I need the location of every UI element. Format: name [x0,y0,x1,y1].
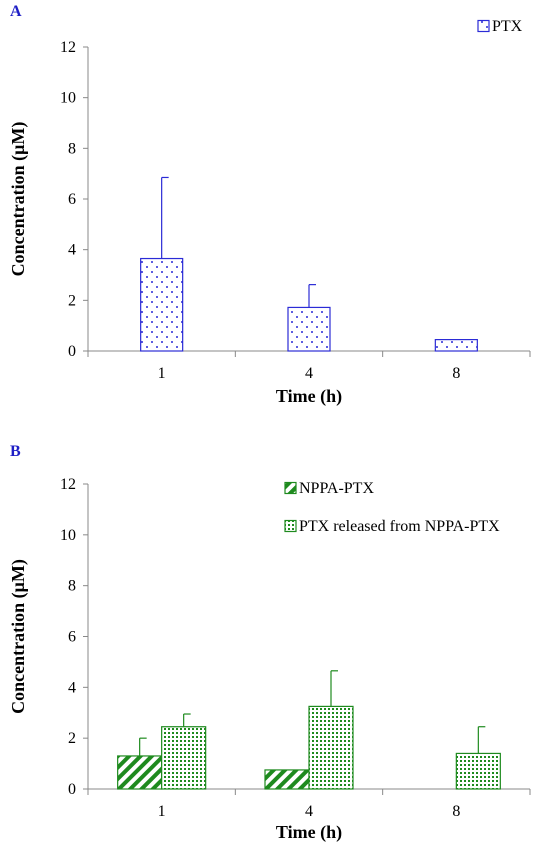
legend-label: PTX [492,18,523,35]
y-tick-label: 8 [68,578,76,595]
bar [117,755,163,790]
bar [455,752,501,790]
y-tick-label: 4 [68,679,76,696]
y-axis-title: Concentration (μM) [8,122,29,277]
legend-swatch [477,19,490,33]
y-tick-label: 10 [60,527,76,544]
panel-label: A [10,3,22,20]
y-tick-label: 2 [68,730,76,747]
y-tick-label: 2 [68,292,76,309]
y-tick-label: 12 [60,476,76,493]
y-tick-label: 8 [68,140,76,157]
y-tick-label: 12 [60,39,76,56]
y-tick-label: 10 [60,90,76,107]
y-tick-label: 6 [68,629,76,646]
y-tick-label: 0 [68,781,76,798]
legend-swatch [284,519,297,533]
bar [161,726,207,790]
legend-swatch [284,481,297,495]
bar [140,257,184,352]
y-tick-label: 0 [68,343,76,360]
y-tick-label: 4 [68,242,76,259]
x-tick-label: 4 [305,365,313,382]
x-tick-label: 4 [305,803,313,820]
bar [287,306,331,352]
y-axis-title: Concentration (μM) [8,559,29,714]
legend-label: NPPA-PTX [299,480,374,497]
x-tick-label: 1 [158,803,166,820]
bar [308,705,354,790]
bar [434,339,478,352]
x-tick-label: 8 [452,803,460,820]
x-tick-label: 8 [452,365,460,382]
x-tick-label: 1 [158,365,166,382]
bar [264,769,310,790]
x-axis-title: Time (h) [276,386,342,407]
legend-label: PTX released from NPPA-PTX [299,518,500,535]
y-tick-label: 6 [68,191,76,208]
x-axis-title: Time (h) [276,822,342,843]
panel-label: B [10,443,21,460]
